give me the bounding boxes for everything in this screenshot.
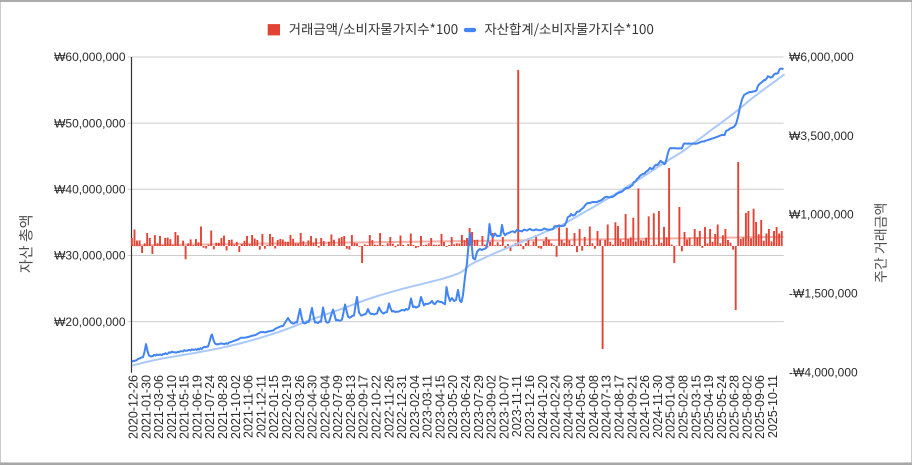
svg-text:2022-12-31: 2022-12-31 (395, 375, 409, 439)
svg-text:₩1,000,000: ₩1,000,000 (789, 208, 854, 222)
svg-text:2023-11-11: 2023-11-11 (510, 375, 524, 437)
svg-text:2023-06-24: 2023-06-24 (459, 375, 473, 439)
svg-text:2025-06-28: 2025-06-28 (728, 375, 742, 439)
svg-text:2023-05-20: 2023-05-20 (446, 375, 460, 439)
svg-text:2025-04-19: 2025-04-19 (702, 375, 716, 439)
svg-text:-₩4,000,000: -₩4,000,000 (789, 365, 858, 379)
svg-text:2025-10-11: 2025-10-11 (766, 375, 780, 438)
svg-text:2022-01-15: 2022-01-15 (267, 375, 281, 439)
svg-text:2023-10-07: 2023-10-07 (497, 375, 511, 439)
svg-text:-₩1,500,000: -₩1,500,000 (789, 287, 858, 301)
svg-text:2021-04-10: 2021-04-10 (165, 375, 179, 439)
svg-text:₩20,000,000: ₩20,000,000 (54, 315, 126, 329)
svg-text:2021-11-06: 2021-11-06 (242, 375, 256, 438)
svg-text:2022-06-04: 2022-06-04 (318, 375, 332, 439)
svg-text:2023-04-15: 2023-04-15 (434, 375, 448, 439)
svg-text:2024-03-30: 2024-03-30 (561, 375, 575, 439)
svg-text:2021-06-19: 2021-06-19 (190, 375, 204, 439)
svg-text:2024-02-24: 2024-02-24 (549, 375, 563, 439)
svg-text:2024-08-17: 2024-08-17 (613, 375, 627, 439)
svg-text:2024-10-26: 2024-10-26 (638, 375, 652, 439)
svg-text:2024-06-08: 2024-06-08 (587, 375, 601, 439)
svg-text:2023-02-04: 2023-02-04 (408, 375, 422, 439)
svg-text:2022-04-30: 2022-04-30 (306, 375, 320, 439)
svg-text:2021-07-24: 2021-07-24 (203, 375, 217, 439)
svg-text:2024-11-30: 2024-11-30 (651, 375, 665, 438)
svg-text:₩50,000,000: ₩50,000,000 (54, 116, 126, 130)
svg-text:2022-10-22: 2022-10-22 (370, 375, 384, 439)
svg-text:2021-12-11: 2021-12-11 (254, 375, 268, 438)
svg-text:2020-12-26: 2020-12-26 (127, 375, 141, 439)
svg-text:2025-05-24: 2025-05-24 (715, 375, 729, 439)
svg-text:2023-12-16: 2023-12-16 (523, 375, 537, 439)
svg-text:₩60,000,000: ₩60,000,000 (54, 50, 126, 64)
svg-text:2022-03-26: 2022-03-26 (293, 375, 307, 439)
svg-text:2021-01-30: 2021-01-30 (139, 375, 153, 439)
svg-text:2025-03-15: 2025-03-15 (689, 375, 703, 439)
svg-text:2022-11-26: 2022-11-26 (382, 375, 396, 438)
svg-text:₩3,500,000: ₩3,500,000 (789, 129, 854, 143)
svg-text:₩6,000,000: ₩6,000,000 (789, 50, 854, 64)
svg-text:2021-10-02: 2021-10-02 (229, 375, 243, 439)
svg-text:2022-08-13: 2022-08-13 (344, 375, 358, 439)
svg-text:2023-07-29: 2023-07-29 (472, 375, 486, 439)
svg-text:2024-01-20: 2024-01-20 (536, 375, 550, 439)
svg-text:2022-07-09: 2022-07-09 (331, 375, 345, 439)
svg-text:2025-08-02: 2025-08-02 (740, 375, 754, 439)
svg-text:2021-08-28: 2021-08-28 (216, 375, 230, 439)
svg-text:2025-01-04: 2025-01-04 (664, 375, 678, 439)
svg-text:2024-07-13: 2024-07-13 (600, 375, 614, 439)
svg-text:2024-05-04: 2024-05-04 (574, 375, 588, 439)
svg-text:₩40,000,000: ₩40,000,000 (54, 183, 126, 197)
svg-text:2021-03-06: 2021-03-06 (152, 375, 166, 439)
svg-text:2021-05-15: 2021-05-15 (178, 375, 192, 439)
svg-text:2023-03-11: 2023-03-11 (421, 375, 435, 438)
svg-text:2025-02-08: 2025-02-08 (677, 375, 691, 439)
svg-text:2022-09-17: 2022-09-17 (357, 375, 371, 439)
svg-text:2025-09-06: 2025-09-06 (753, 375, 767, 439)
svg-text:2023-09-02: 2023-09-02 (485, 375, 499, 439)
svg-text:2022-02-19: 2022-02-19 (280, 375, 294, 439)
svg-text:₩30,000,000: ₩30,000,000 (54, 249, 126, 263)
svg-text:2024-09-21: 2024-09-21 (625, 375, 639, 439)
